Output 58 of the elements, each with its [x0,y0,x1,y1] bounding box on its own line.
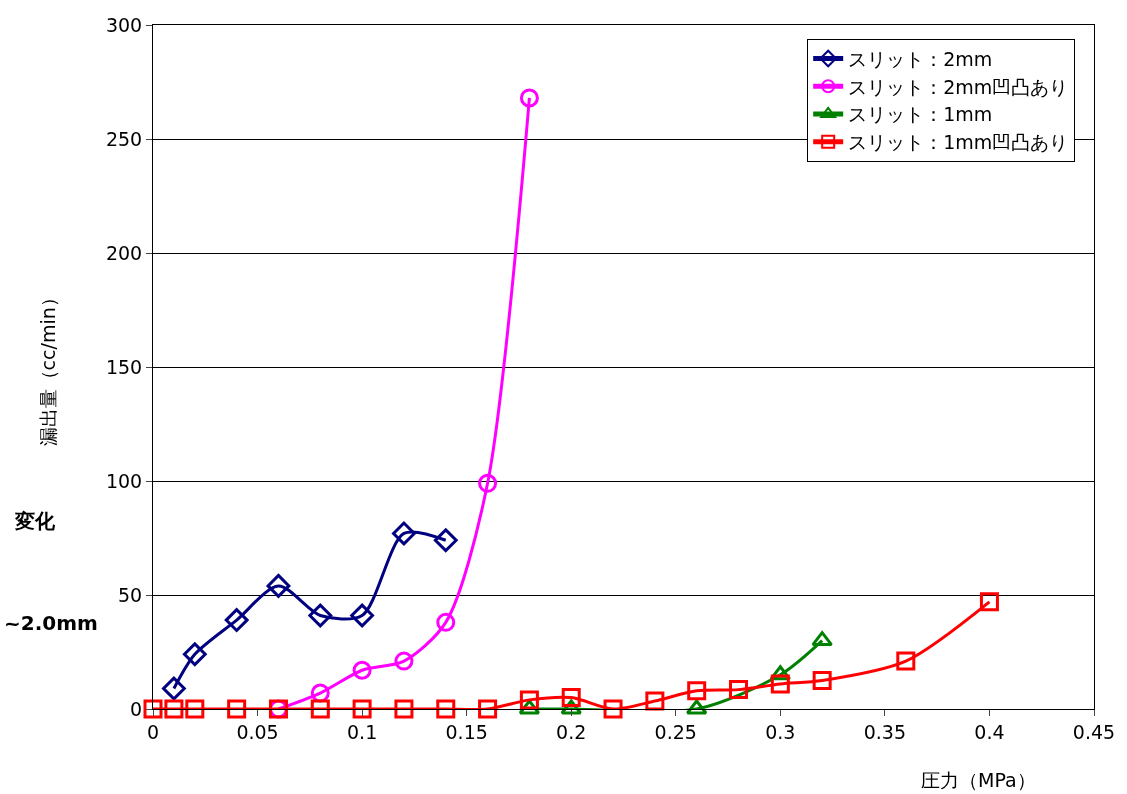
legend-label: スリット：2mm [848,47,993,70]
x-tick-label: 0.45 [1072,720,1116,743]
point [182,642,207,667]
x-tick-label: 0.4 [974,720,1005,743]
x-tick-label: 0.2 [556,720,587,743]
point [308,603,333,628]
x-tick-label: 0.35 [863,720,907,743]
point [478,473,498,493]
point [811,631,833,647]
point [561,688,581,708]
text: ~2.0mm [4,611,98,635]
point [352,660,372,680]
point [392,521,416,546]
point [310,699,330,719]
point [350,603,375,628]
point [164,699,184,719]
point [478,699,498,719]
point [645,691,665,711]
y-tick-label: 0 [130,697,143,720]
x-axis-title: 圧力（MPa） [921,769,1036,791]
x-tick-label: 0.25 [654,720,697,743]
y-tick-label: 250 [105,127,143,150]
point [436,699,456,719]
x-tick-label: 0.1 [347,720,378,743]
y-tick-label: 100 [105,469,143,492]
point [394,651,414,671]
text: 変化 [14,509,56,533]
y-tick-label: 200 [105,241,143,264]
x-tick-label: 0 [146,720,160,743]
y-tick-label: 150 [105,355,143,378]
point [224,608,249,632]
point [185,699,205,719]
point [770,674,790,694]
legend-label: スリット：1mm [848,103,993,126]
point [352,699,372,719]
x-tick-label: 0.05 [236,720,279,743]
point [812,671,832,690]
point [896,651,916,671]
point [143,699,163,719]
point [436,612,456,632]
point [603,699,623,719]
point [394,699,414,719]
point [433,528,458,553]
point [519,88,539,108]
legend-label: スリット：1mm凹凸あり [848,131,1069,154]
point [979,592,999,612]
point [729,680,749,700]
x-tick-label: 0.3 [765,720,796,743]
point [227,699,247,719]
point [519,690,539,710]
point [266,573,291,598]
x-tick-label: 0.15 [445,720,488,743]
y-axis-title: 漏出量（cc/min） [37,288,60,447]
legend-label: スリット：2mm凹凸あり [848,75,1069,98]
point [687,681,707,701]
point [162,676,186,701]
y-tick-label: 50 [118,583,143,606]
y-tick-label: 300 [105,13,143,36]
